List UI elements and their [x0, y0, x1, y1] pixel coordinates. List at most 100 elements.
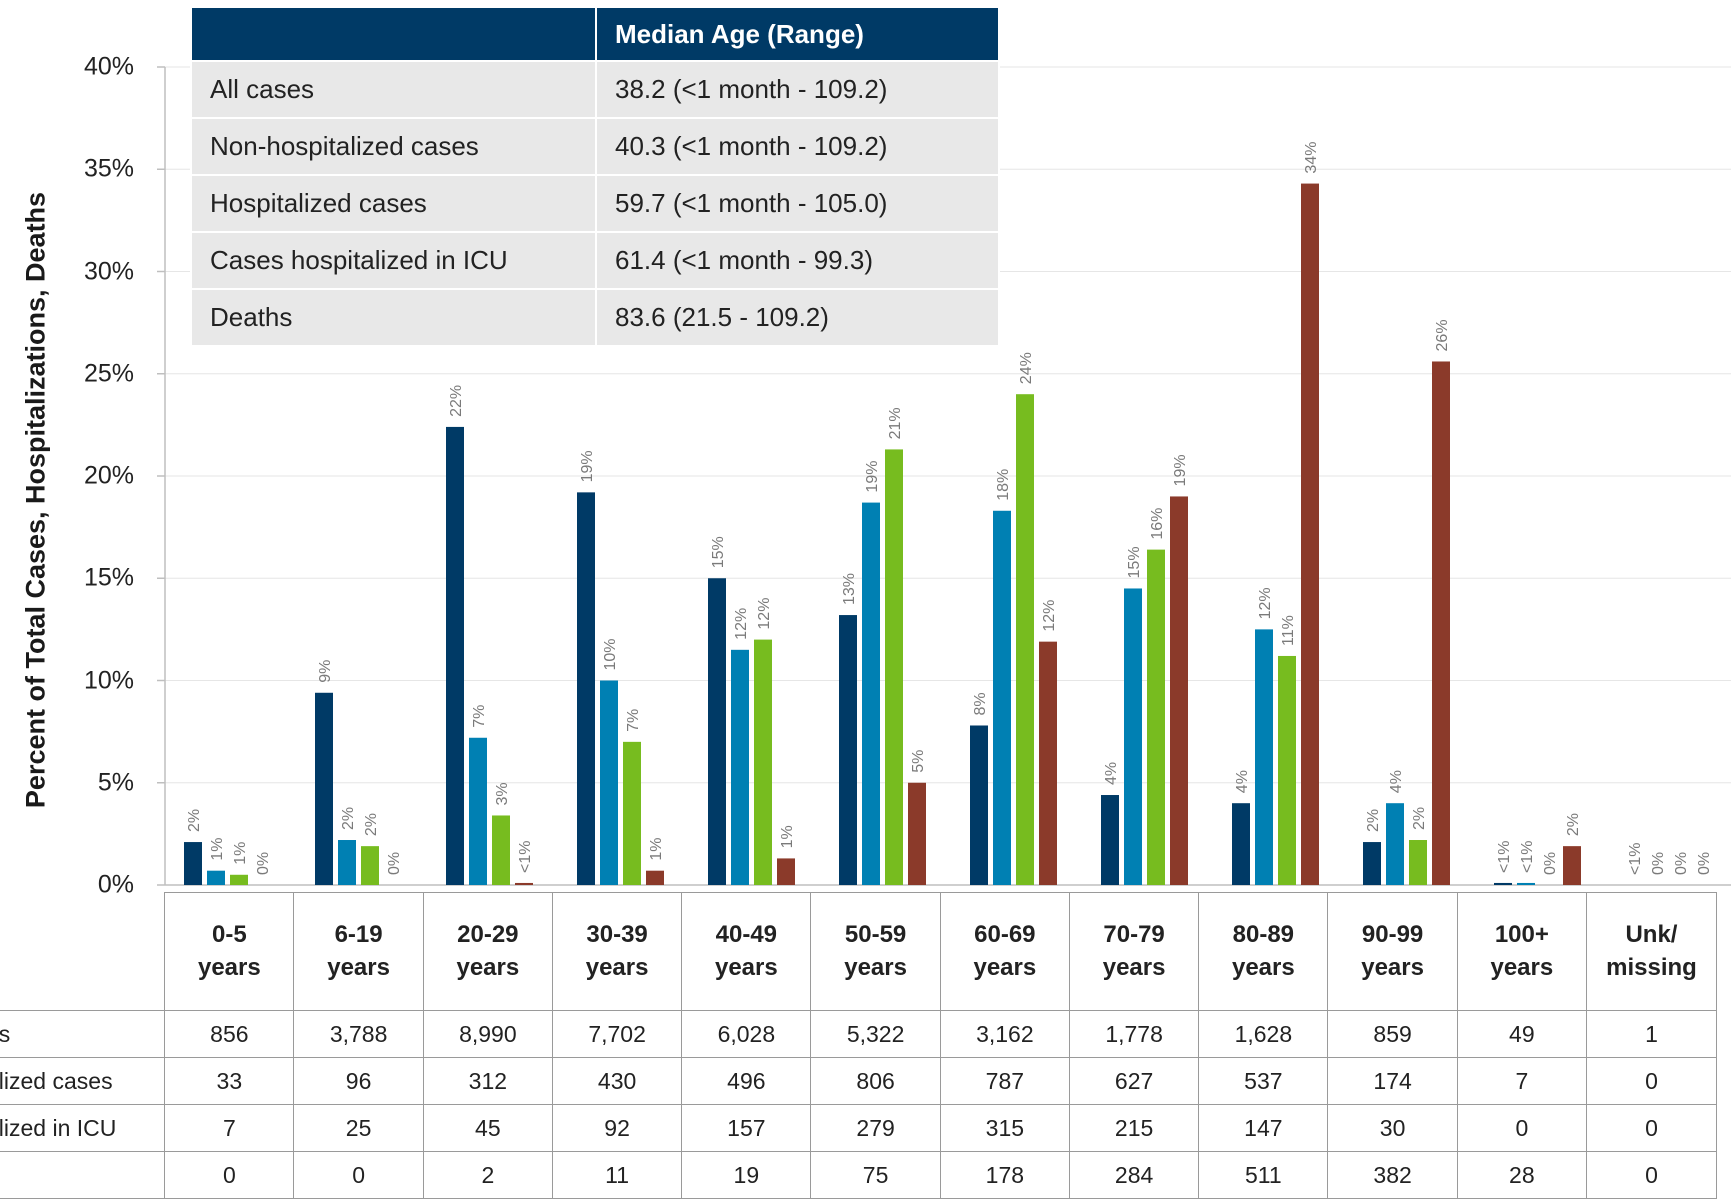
x-tick-label: 90-99 years	[1327, 892, 1458, 1011]
x-tick-label: 40-49 years	[681, 892, 812, 1011]
data-label: 18%	[995, 469, 1012, 501]
counts-cell: 430	[551, 1057, 683, 1105]
counts-cell: 6,028	[681, 1010, 812, 1058]
bar	[577, 492, 595, 885]
data-label: 12%	[756, 598, 773, 630]
counts-cell: 19	[681, 1151, 812, 1199]
y-tick-label: 15%	[83, 563, 134, 592]
bar	[1170, 496, 1188, 885]
bar	[1386, 803, 1404, 885]
median-table-row: Deaths 83.6 (21.5 - 109.2)	[190, 288, 1000, 347]
bar	[1255, 629, 1273, 885]
data-label: 7%	[625, 709, 642, 732]
counts-cell: 315	[939, 1104, 1070, 1152]
bar	[207, 870, 225, 885]
counts-cell: 11	[551, 1151, 683, 1199]
y-tick-label: 35%	[83, 154, 134, 183]
y-tick-label: 40%	[83, 52, 134, 81]
data-label: <1%	[1496, 840, 1513, 872]
data-label: 10%	[602, 638, 619, 670]
median-row-value: 59.7 (<1 month - 105.0)	[595, 174, 1000, 233]
counts-cell: 806	[810, 1057, 941, 1105]
x-tick-label: 100+ years	[1456, 892, 1587, 1011]
x-tick-label: 50-59 years	[810, 892, 941, 1011]
data-label: 1%	[648, 838, 665, 861]
data-label: 4%	[1234, 770, 1251, 793]
counts-cell: 3,162	[939, 1010, 1070, 1058]
bar	[1039, 641, 1057, 885]
data-label: 3%	[494, 782, 511, 805]
bar	[839, 615, 857, 885]
bar	[515, 882, 533, 885]
counts-cell: 147	[1198, 1104, 1329, 1152]
bar	[1301, 183, 1319, 885]
data-label: 1%	[232, 842, 249, 865]
median-table-header-label: Median Age (Range)	[595, 6, 1000, 62]
counts-table: 0-5 years 6-19 years 20-29 years 30-39 years 40-…	[0, 892, 1718, 1199]
data-label: 4%	[1103, 762, 1120, 785]
bar	[1363, 842, 1381, 885]
median-row-label: Non-hospitalized cases	[190, 117, 597, 176]
counts-cell: 157	[681, 1104, 812, 1152]
bar	[1278, 655, 1296, 885]
data-label: 1%	[209, 838, 226, 861]
counts-table-row: alized cases3396312430496806787627537174…	[0, 1057, 1718, 1105]
data-label: 7%	[471, 705, 488, 728]
median-row-value: 40.3 (<1 month - 109.2)	[595, 117, 1000, 176]
bar	[731, 649, 749, 885]
counts-cell: 96	[293, 1057, 424, 1105]
bar	[1432, 361, 1450, 886]
counts-cell: 1,778	[1068, 1010, 1200, 1058]
bar	[1517, 882, 1535, 885]
bar	[1409, 840, 1427, 885]
counts-row-label: alized cases	[0, 1057, 166, 1105]
counts-cell: 33	[164, 1057, 295, 1105]
counts-cell: 3,788	[293, 1010, 424, 1058]
median-row-label: Hospitalized cases	[190, 174, 597, 233]
counts-cell: 0	[1585, 1104, 1718, 1152]
bar	[646, 870, 664, 885]
counts-cell: 178	[939, 1151, 1070, 1199]
counts-cell: 511	[1198, 1151, 1329, 1199]
data-label: 19%	[864, 461, 881, 493]
counts-cell: 856	[164, 1010, 295, 1058]
data-label: 34%	[1303, 142, 1320, 174]
data-label: 26%	[1434, 319, 1451, 351]
counts-cell: 787	[939, 1057, 1070, 1105]
bar	[338, 840, 356, 885]
category-header-row: 0-5 years 6-19 years 20-29 years 30-39 years 40-…	[0, 892, 1718, 1011]
median-row-value: 61.4 (<1 month - 99.3)	[595, 231, 1000, 290]
counts-row-label: s	[0, 1151, 166, 1199]
median-table-corner	[190, 6, 597, 62]
data-label: 2%	[186, 809, 203, 832]
y-tick-label: 30%	[83, 257, 134, 285]
median-row-label: Deaths	[190, 288, 597, 347]
counts-cell: 284	[1068, 1151, 1200, 1199]
data-label: 0%	[1542, 852, 1559, 875]
median-row-value: 83.6 (21.5 - 109.2)	[595, 288, 1000, 347]
x-tick-label: 80-89 years	[1198, 892, 1329, 1011]
counts-cell: 215	[1068, 1104, 1200, 1152]
data-label: 21%	[887, 407, 904, 439]
counts-cell: 279	[810, 1104, 941, 1152]
counts-cell: 92	[551, 1104, 683, 1152]
data-label: 12%	[733, 608, 750, 640]
bar	[623, 741, 641, 885]
x-tick-label: 20-29 years	[422, 892, 553, 1011]
counts-table-row: s002111975178284511382280	[0, 1151, 1718, 1199]
median-table-row: Hospitalized cases 59.7 (<1 month - 105.…	[190, 174, 1000, 233]
counts-cell: 25	[293, 1104, 424, 1152]
bar	[1563, 846, 1581, 885]
bar	[1232, 803, 1250, 885]
counts-cell: 0	[293, 1151, 424, 1199]
counts-cell: 382	[1327, 1151, 1458, 1199]
counts-row-label: es	[0, 1010, 166, 1058]
counts-cell: 28	[1456, 1151, 1587, 1199]
counts-cell: 8,990	[422, 1010, 553, 1058]
counts-cell: 7	[164, 1104, 295, 1152]
y-tick-label: 5%	[97, 768, 134, 797]
bar	[1016, 394, 1034, 885]
data-label: 12%	[1257, 587, 1274, 619]
y-tick-label: 25%	[83, 359, 134, 388]
counts-cell: 5,322	[810, 1010, 941, 1058]
